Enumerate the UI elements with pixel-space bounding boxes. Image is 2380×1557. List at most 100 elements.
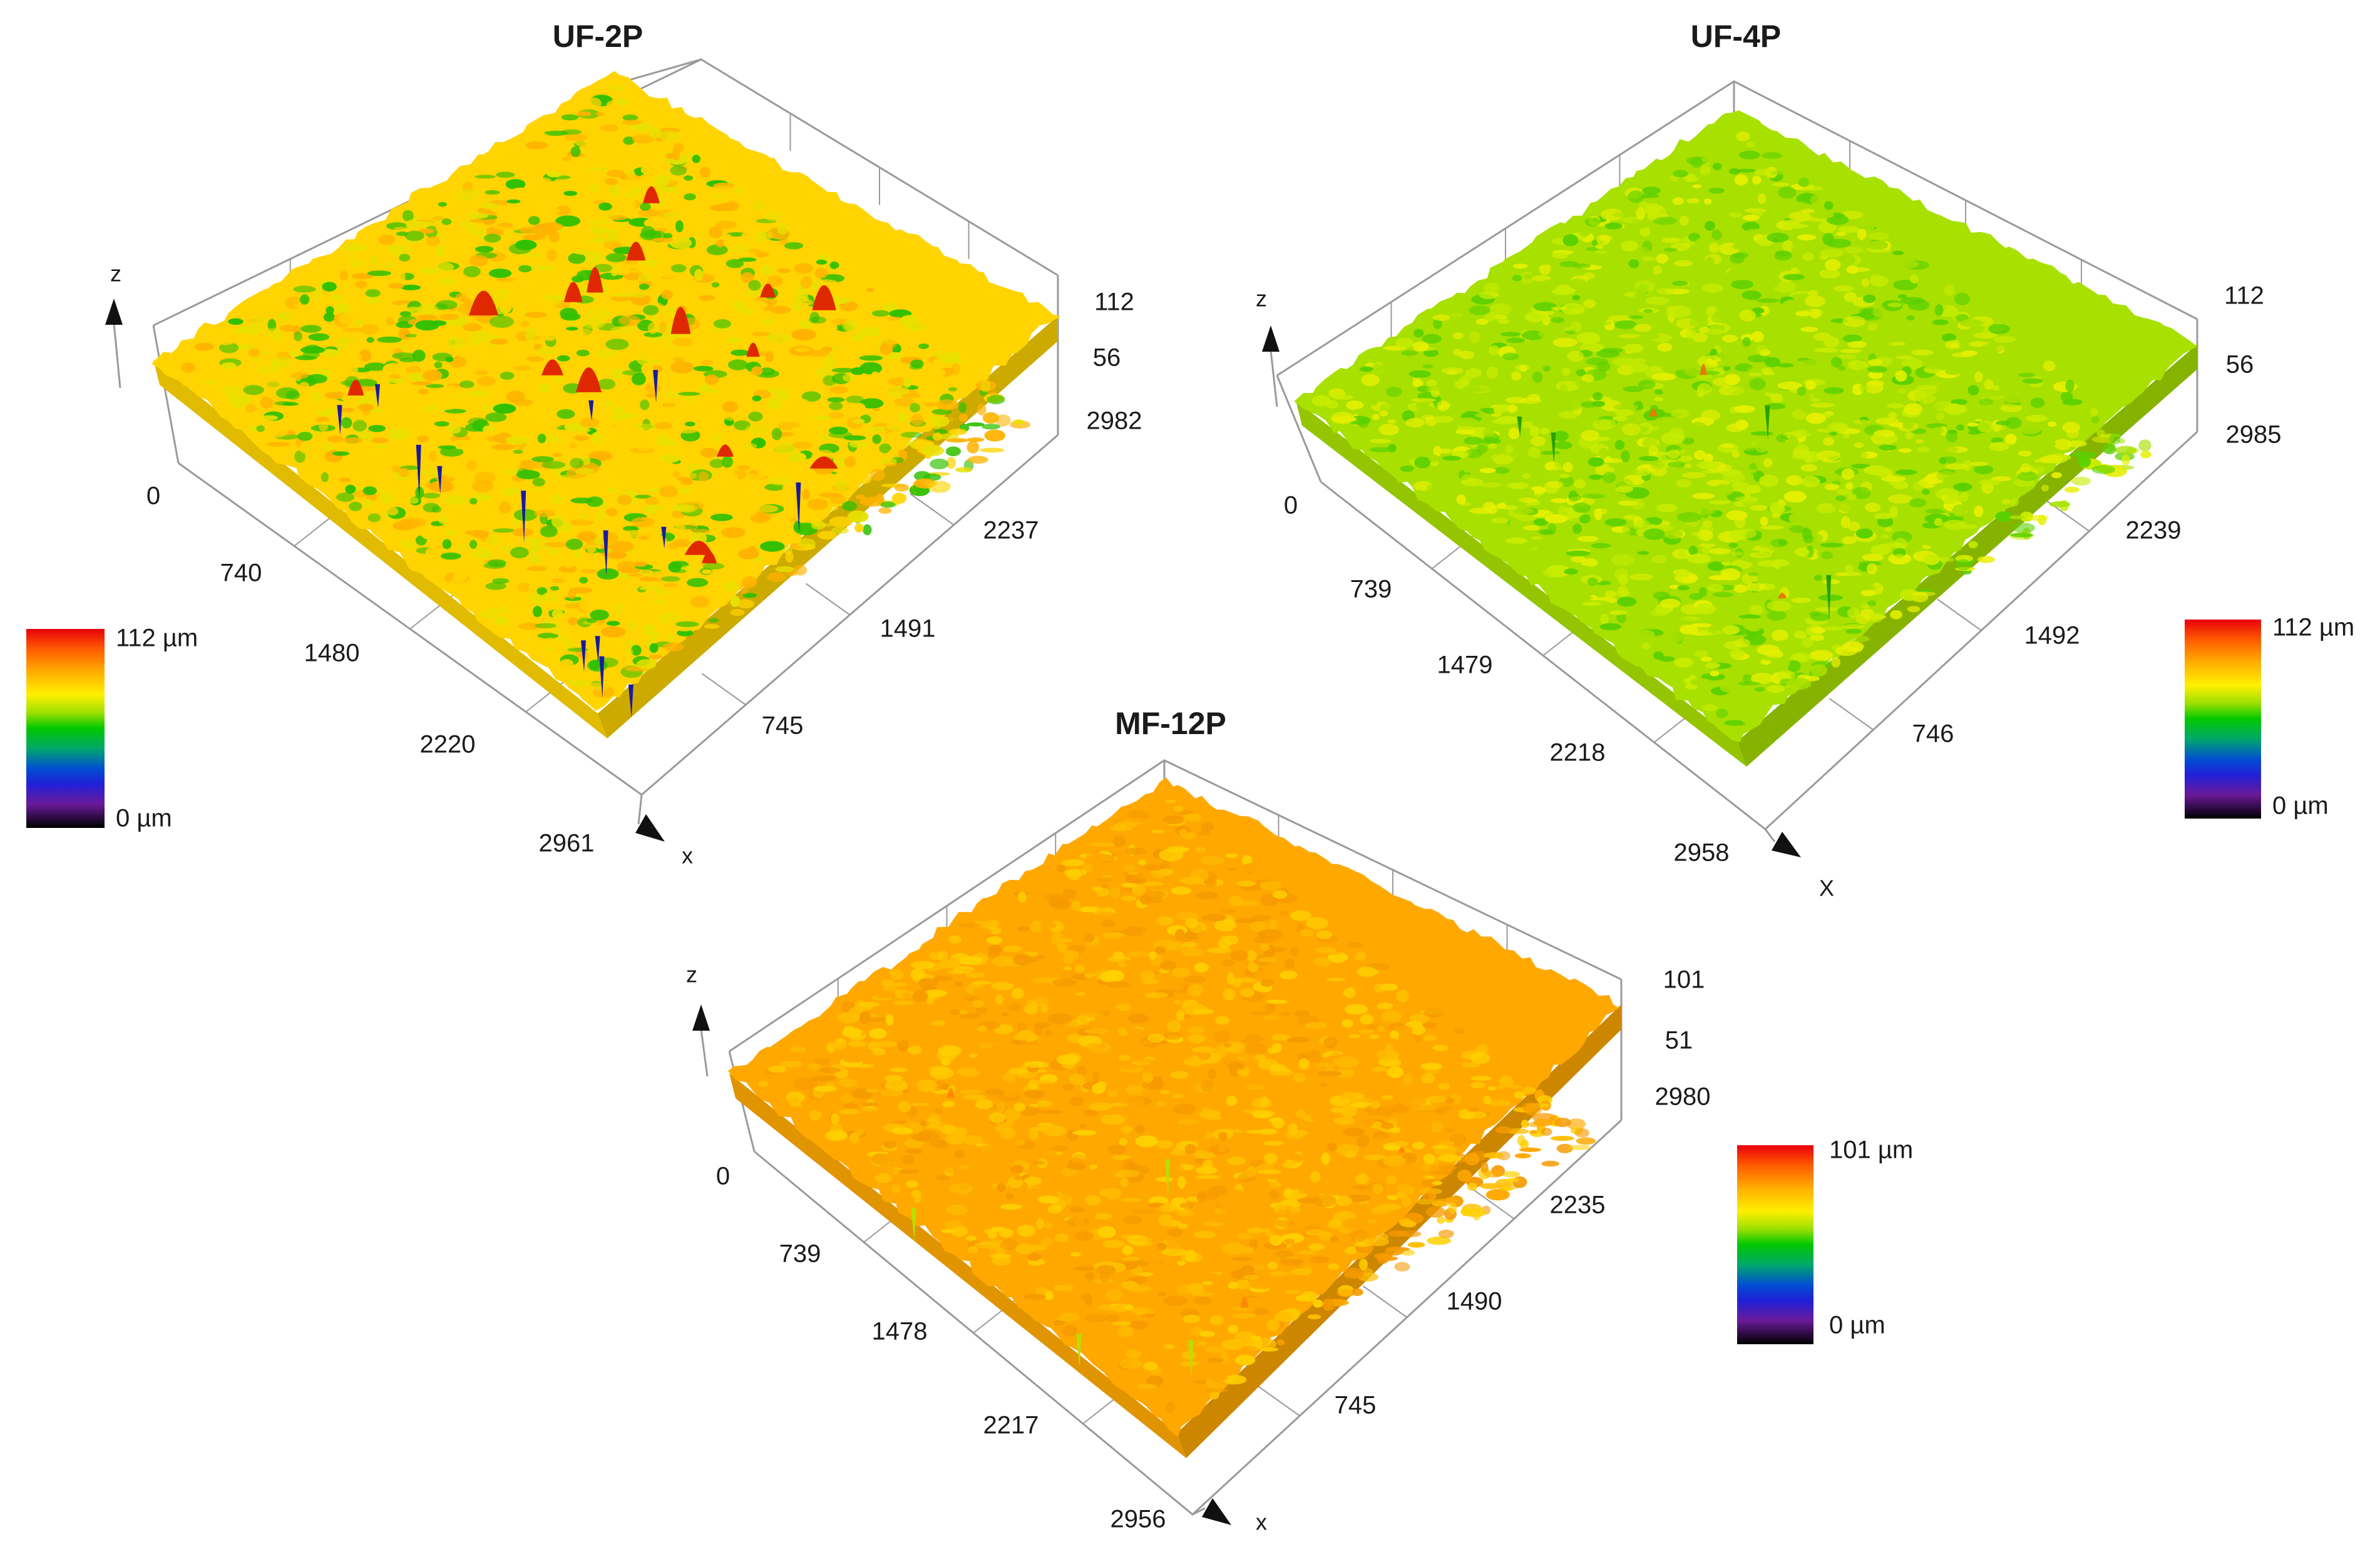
surface-texture <box>911 1133 931 1141</box>
surface-texture <box>1331 1052 1341 1058</box>
surface-texture <box>2010 498 2019 506</box>
surface-texture <box>792 441 813 449</box>
surface-texture <box>872 434 881 444</box>
surface-texture <box>842 374 855 382</box>
grid-line <box>910 493 955 526</box>
surface-texture <box>1906 431 1914 440</box>
surface-texture <box>1276 1003 1296 1011</box>
surface-texture <box>859 362 883 375</box>
surface-texture <box>2026 514 2049 521</box>
surface-texture <box>632 134 655 144</box>
surface-texture <box>503 490 511 496</box>
surface-texture <box>1003 1108 1021 1121</box>
surface-texture <box>1633 521 1643 531</box>
surface-texture <box>1751 673 1774 684</box>
surface-texture <box>859 1011 871 1024</box>
surface-texture <box>1845 482 1854 490</box>
surface-texture <box>361 299 382 304</box>
surface-texture <box>1916 385 1938 390</box>
surface-texture <box>652 558 670 565</box>
surface-texture <box>875 1173 892 1183</box>
surface-texture <box>1909 498 1926 508</box>
surface-texture <box>2088 416 2103 429</box>
surface-texture <box>1343 960 1357 968</box>
surface-texture <box>1492 419 1512 424</box>
surface-texture <box>1645 203 1661 215</box>
surface-texture <box>1566 550 1591 556</box>
surface-texture <box>1176 1284 1191 1295</box>
surface-texture <box>1084 972 1095 979</box>
surface-texture <box>1634 280 1655 293</box>
surface-texture <box>1204 1345 1226 1354</box>
surface-texture <box>1557 505 1568 516</box>
surface-texture <box>553 377 564 384</box>
surface-texture <box>890 1068 908 1072</box>
surface-texture <box>1122 1215 1142 1225</box>
left-axis-tick-739: 739 <box>779 1240 821 1268</box>
surface-texture <box>1461 474 1472 486</box>
surface-texture <box>990 391 998 396</box>
surface-texture <box>1791 597 1811 603</box>
surface-texture <box>995 414 1011 427</box>
surface-texture <box>1380 983 1398 991</box>
surface-texture <box>722 401 738 413</box>
surface-texture <box>1867 322 1877 332</box>
surface-texture <box>1582 601 1602 606</box>
surface-texture <box>1069 1096 1084 1106</box>
surface-texture <box>741 533 757 539</box>
surface-texture <box>1074 964 1085 972</box>
surface-texture <box>649 315 657 321</box>
surface-texture <box>885 1014 894 1026</box>
surface-texture <box>1705 662 1720 669</box>
surface-texture <box>1651 554 1667 564</box>
surface-texture <box>1147 1033 1165 1043</box>
surface-texture <box>568 442 577 449</box>
surface-texture <box>929 1173 940 1182</box>
surface-texture <box>1203 1116 1222 1120</box>
surface-texture <box>829 1123 843 1133</box>
x-axis-label: x <box>682 843 693 869</box>
surface-texture <box>1221 1087 1233 1096</box>
surface-texture <box>474 370 489 375</box>
right-axis-tick-2982: 2982 <box>1087 407 1142 435</box>
surface-texture <box>574 250 592 255</box>
surface-texture <box>1800 327 1818 332</box>
surface-texture <box>1101 919 1116 928</box>
surface-texture <box>824 419 838 425</box>
surface-texture <box>1867 366 1888 373</box>
surface-texture <box>1048 1013 1072 1025</box>
surface-texture <box>1827 238 1852 248</box>
surface-texture <box>791 300 802 313</box>
surface-texture <box>1705 221 1715 231</box>
surface-texture <box>966 972 987 978</box>
surface-texture <box>586 682 608 692</box>
surface-texture <box>710 185 735 197</box>
surface-texture <box>1882 452 1896 459</box>
surface-texture <box>1505 1178 1519 1183</box>
surface-texture <box>892 1000 915 1006</box>
surface-texture <box>1198 830 1210 836</box>
surface-texture <box>378 234 395 245</box>
surface-texture <box>1412 1141 1425 1150</box>
surface-texture <box>469 218 491 223</box>
surface-texture <box>1121 896 1137 902</box>
surface-texture <box>866 288 875 292</box>
surface-texture <box>1430 460 1439 467</box>
surface-texture <box>713 319 731 329</box>
surface-texture <box>1117 1325 1134 1338</box>
surface-texture <box>473 589 491 598</box>
surface-texture <box>429 481 454 493</box>
surface-texture <box>1831 357 1842 368</box>
surface-texture <box>550 586 560 591</box>
surface-texture <box>401 284 421 290</box>
surface-texture <box>1013 1102 1026 1112</box>
surface-texture <box>706 244 728 255</box>
surface-texture <box>1579 228 1591 237</box>
surface-texture <box>958 402 967 413</box>
surface-texture <box>412 349 426 362</box>
surface-texture <box>1759 474 1779 488</box>
surface-texture <box>1266 1319 1280 1331</box>
surface-texture <box>1605 250 1618 260</box>
surface-texture <box>903 377 912 388</box>
surface-texture <box>1084 1314 1106 1322</box>
